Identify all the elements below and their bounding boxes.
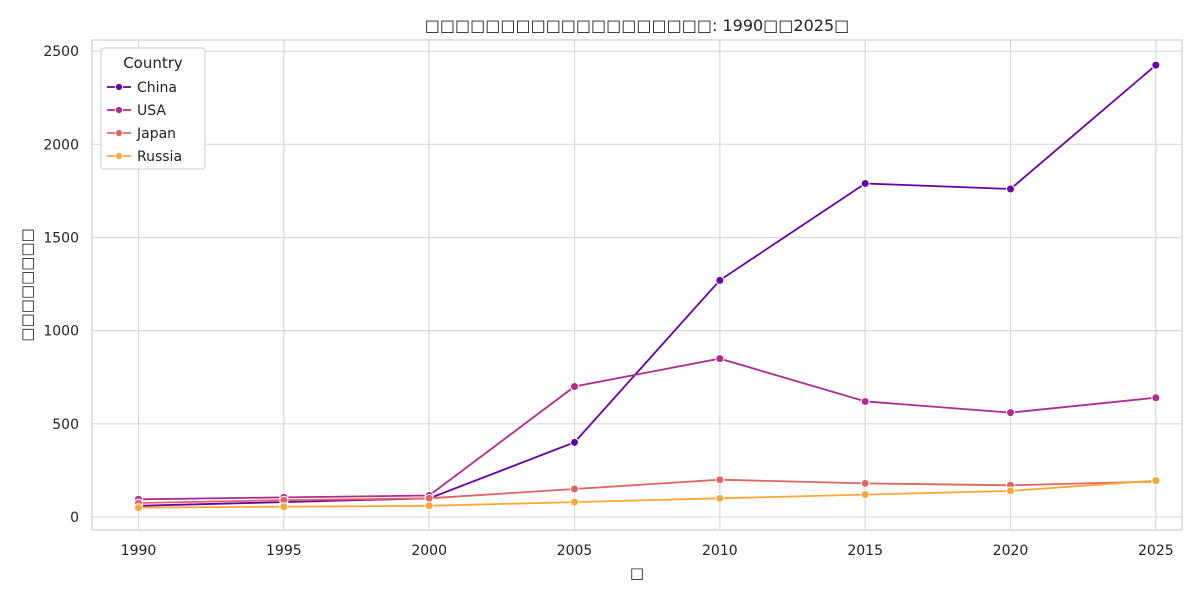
y-tick-label: 500 bbox=[52, 417, 79, 433]
data-point-usa bbox=[715, 354, 725, 364]
x-tick-label: 2010 bbox=[702, 543, 738, 559]
data-point-russia bbox=[134, 503, 144, 513]
legend-items: China USA Japan Russia bbox=[107, 80, 182, 165]
y-tick-label: 0 bbox=[70, 510, 79, 526]
plot-area bbox=[91, 39, 1183, 531]
series-line-japan bbox=[138, 478, 1156, 504]
data-point-russia bbox=[1006, 486, 1016, 496]
data-point-usa bbox=[1151, 393, 1161, 403]
x-tick-label: 2015 bbox=[847, 543, 883, 559]
x-tick-label: 2000 bbox=[411, 543, 447, 559]
x-tick-label: 1995 bbox=[266, 543, 302, 559]
legend-label-russia: Russia bbox=[137, 149, 182, 165]
x-tick-label: 2020 bbox=[993, 543, 1029, 559]
x-axis-label: □ bbox=[630, 564, 644, 582]
data-point-russia bbox=[570, 497, 580, 507]
data-point-usa bbox=[1006, 408, 1016, 418]
chart-title: □□□□□□□□□□□□□□□□□□□: 1990□□2025□ bbox=[425, 16, 850, 35]
data-point-usa bbox=[860, 396, 870, 406]
series-line-china bbox=[138, 64, 1157, 507]
data-point-russia bbox=[1151, 476, 1161, 486]
data-point-china bbox=[1151, 60, 1161, 70]
data-point-japan bbox=[715, 475, 725, 485]
x-tick-label: 2005 bbox=[557, 543, 593, 559]
legend-label-china: China bbox=[137, 80, 177, 96]
legend: Country China USA Japan Russia bbox=[100, 47, 206, 170]
data-point-usa bbox=[570, 382, 580, 392]
grid bbox=[92, 40, 1182, 530]
data-point-russia bbox=[424, 501, 434, 511]
x-tick-labels: 1990 1995 2000 2005 2010 2015 2020 2025 bbox=[121, 543, 1174, 559]
data-point-japan bbox=[570, 484, 580, 494]
data-point-russia bbox=[715, 493, 725, 503]
data-point-china bbox=[860, 178, 870, 188]
y-tick-labels: 0 500 1000 1500 2000 2500 bbox=[43, 44, 79, 526]
data-point-russia bbox=[279, 502, 289, 512]
data-point-japan bbox=[860, 478, 870, 488]
data-point-china bbox=[715, 275, 725, 285]
legend-label-usa: USA bbox=[137, 103, 166, 119]
legend-marker-china bbox=[114, 82, 124, 92]
data-point-russia bbox=[860, 490, 870, 500]
x-tick-label: 2025 bbox=[1138, 543, 1174, 559]
legend-box bbox=[100, 47, 206, 170]
series-line-russia bbox=[138, 479, 1156, 509]
series-group bbox=[134, 60, 1161, 513]
data-point-china bbox=[570, 437, 580, 447]
y-axis-label: □□□□□□□□ bbox=[18, 228, 36, 341]
y-tick-label: 1500 bbox=[43, 230, 79, 246]
legend-marker-japan bbox=[114, 128, 124, 138]
legend-marker-russia bbox=[114, 151, 124, 161]
legend-marker-usa bbox=[114, 105, 124, 115]
legend-label-japan: Japan bbox=[136, 126, 176, 142]
x-tick-label: 1990 bbox=[121, 543, 157, 559]
y-tick-label: 2500 bbox=[43, 44, 79, 60]
data-point-china bbox=[1006, 184, 1016, 194]
y-tick-label: 2000 bbox=[43, 137, 79, 153]
legend-title: Country bbox=[123, 54, 183, 72]
series-line-usa bbox=[138, 357, 1156, 501]
y-tick-label: 1000 bbox=[43, 324, 79, 340]
data-point-japan bbox=[424, 493, 434, 503]
